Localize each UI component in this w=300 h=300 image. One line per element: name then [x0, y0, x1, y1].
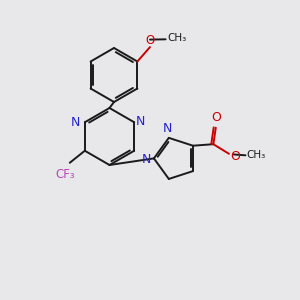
Text: O: O — [230, 150, 240, 163]
Text: N: N — [163, 122, 172, 136]
Text: N: N — [136, 115, 145, 128]
Text: CF₃: CF₃ — [55, 168, 74, 181]
Text: CH₃: CH₃ — [167, 33, 186, 43]
Text: CH₃: CH₃ — [246, 150, 266, 160]
Text: N: N — [142, 153, 152, 167]
Text: O: O — [212, 111, 221, 124]
Text: O: O — [146, 34, 154, 46]
Text: N: N — [71, 116, 80, 129]
